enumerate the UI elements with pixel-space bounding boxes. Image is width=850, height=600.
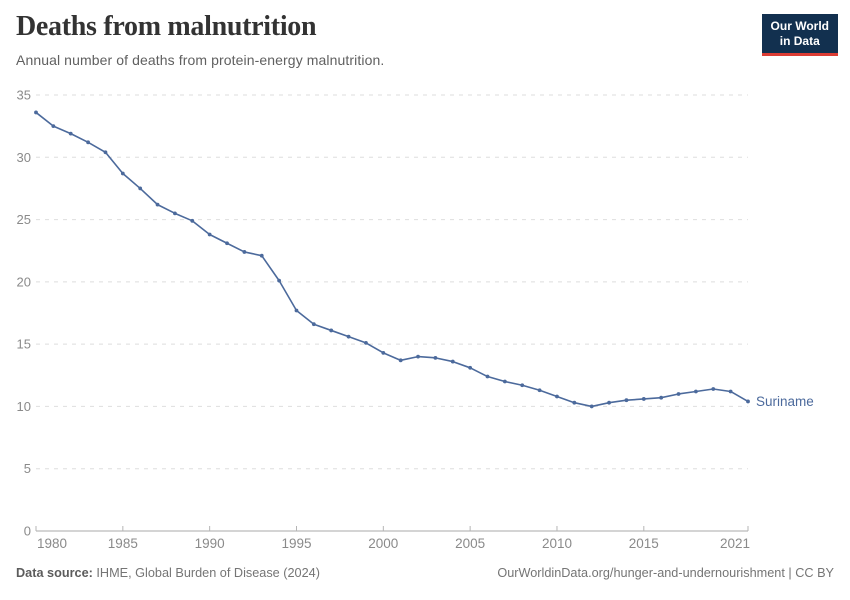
footer-license-link[interactable]: CC BY xyxy=(795,566,834,580)
x-axis-tick-label: 2000 xyxy=(368,536,398,551)
data-point[interactable] xyxy=(502,379,507,384)
data-source: Data source: IHME, Global Burden of Dise… xyxy=(16,566,320,580)
title-block: Deaths from malnutrition Annual number o… xyxy=(16,11,385,68)
data-point[interactable] xyxy=(242,250,247,254)
footer-links: OurWorldinData.org/hunger-and-undernouri… xyxy=(497,566,834,580)
owid-logo-line1: Our World xyxy=(770,19,829,33)
data-point[interactable] xyxy=(624,398,629,403)
data-point[interactable] xyxy=(468,365,473,370)
x-axis-tick-label: 2005 xyxy=(455,536,485,551)
y-axis-tick-label: 10 xyxy=(17,399,31,414)
data-point[interactable] xyxy=(450,359,455,364)
data-point[interactable] xyxy=(86,140,90,145)
footer-separator: | xyxy=(788,566,792,580)
entity-label[interactable]: Suriname xyxy=(756,394,814,409)
data-point[interactable] xyxy=(364,340,368,345)
data-point[interactable] xyxy=(711,387,716,391)
owid-logo[interactable]: Our World in Data xyxy=(761,14,838,56)
data-point[interactable] xyxy=(381,350,386,355)
data-point[interactable] xyxy=(433,355,438,360)
data-point[interactable] xyxy=(311,322,316,327)
data-source-label: Data source: xyxy=(16,566,93,580)
data-point[interactable] xyxy=(728,389,733,394)
data-point[interactable] xyxy=(225,241,229,246)
data-line xyxy=(35,111,749,408)
data-point[interactable] xyxy=(207,232,212,237)
data-point[interactable] xyxy=(120,171,125,176)
data-point[interactable] xyxy=(416,354,420,359)
data-point[interactable] xyxy=(589,404,594,409)
data-point[interactable] xyxy=(520,383,525,388)
data-point[interactable] xyxy=(607,400,611,405)
owid-logo-line2: in Data xyxy=(779,34,820,48)
chart-footer: Data source: IHME, Global Burden of Dise… xyxy=(16,566,834,580)
data-point[interactable] xyxy=(259,253,264,258)
data-point[interactable] xyxy=(537,388,542,393)
y-axis-tick-label: 30 xyxy=(17,150,31,165)
data-point[interactable] xyxy=(294,308,299,313)
data-point[interactable] xyxy=(641,397,646,401)
y-axis-tick-label: 5 xyxy=(24,461,31,476)
data-point[interactable] xyxy=(103,150,108,155)
y-axis-tick-label: 35 xyxy=(17,88,31,103)
x-axis-tick-label: 2015 xyxy=(629,536,659,551)
data-point[interactable] xyxy=(34,110,38,115)
data-point[interactable] xyxy=(51,124,56,129)
data-point[interactable] xyxy=(555,394,559,399)
data-point[interactable] xyxy=(68,131,73,136)
data-point[interactable] xyxy=(329,328,334,333)
data-point[interactable] xyxy=(676,392,681,396)
data-point[interactable] xyxy=(155,202,160,207)
data-point[interactable] xyxy=(746,399,750,404)
x-axis-tick-label: 1980 xyxy=(37,536,67,551)
data-point[interactable] xyxy=(485,374,490,379)
x-axis-tick-label: 2021 xyxy=(720,536,750,551)
x-axis-tick-label: 2010 xyxy=(542,536,572,551)
x-axis-tick-label: 1990 xyxy=(195,536,225,551)
y-axis-tick-label: 15 xyxy=(17,337,31,352)
data-point[interactable] xyxy=(138,186,143,191)
data-point[interactable] xyxy=(277,278,282,283)
data-point[interactable] xyxy=(190,218,195,223)
x-axis-tick-label: 1985 xyxy=(108,536,138,551)
data-point[interactable] xyxy=(398,358,403,363)
footer-url-link[interactable]: OurWorldinData.org/hunger-and-undernouri… xyxy=(497,566,785,580)
data-point[interactable] xyxy=(346,334,351,339)
page-subtitle: Annual number of deaths from protein-ene… xyxy=(16,51,385,68)
data-point[interactable] xyxy=(659,395,664,400)
y-axis-tick-label: 20 xyxy=(17,274,31,289)
y-axis-tick-label: 25 xyxy=(17,212,31,227)
data-point[interactable] xyxy=(572,400,577,405)
y-axis-tick-label: 0 xyxy=(24,524,31,539)
page-title: Deaths from malnutrition xyxy=(16,11,317,42)
data-point[interactable] xyxy=(694,389,698,394)
data-source-value: IHME, Global Burden of Disease (2024) xyxy=(96,566,320,580)
x-axis-tick-label: 1995 xyxy=(281,536,311,551)
data-point[interactable] xyxy=(173,211,177,216)
chart-header: Deaths from malnutrition Annual number o… xyxy=(16,11,838,68)
